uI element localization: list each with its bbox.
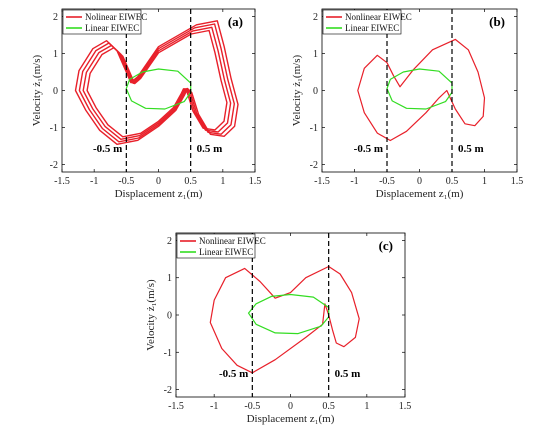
chart-panel-2: -1.5 -1 -0.5 0 0.5 1 1.5 -2 -1 0 1 2 Displacement z₁… [291, 8, 524, 200]
legend-box [322, 9, 402, 35]
legend-label: Linear EIWEC [345, 23, 399, 33]
y-tick-label: -1 [310, 123, 318, 134]
x-tick-label: 1.5 [399, 401, 412, 412]
x-tick-label: 0.5 [184, 176, 197, 187]
x-axis-label: Displacement z₁(m) [115, 188, 203, 200]
threshold-label: 0.5 m [197, 143, 223, 155]
threshold-label: -0.5 m [354, 143, 383, 155]
series-linear [247, 293, 330, 335]
x-tick-label: 1.5 [249, 176, 262, 187]
y-tick-label: -1 [50, 123, 58, 134]
series-line [86, 29, 228, 138]
series-line [74, 20, 239, 145]
legend-label: Nolinear EIWEC [85, 12, 147, 22]
x-tick-label: 0.5 [446, 176, 459, 187]
y-tick-label: 1 [167, 273, 172, 284]
x-tick-label: 0 [156, 176, 161, 187]
series-nonlinear [357, 38, 486, 142]
plot-area [74, 20, 239, 145]
legend-label: Nonlinear EIWEC [345, 12, 412, 22]
x-tick-label: -0.5 [379, 176, 395, 187]
plot-frame [61, 8, 256, 173]
x-tick-label: 1.5 [511, 176, 524, 187]
x-tick-label: -1.5 [168, 401, 184, 412]
x-tick-label: 1 [482, 176, 487, 187]
series-line [357, 38, 486, 142]
y-tick-label: 2 [313, 12, 318, 23]
legend-label: Linear EIWEC [85, 23, 139, 33]
series-linear [125, 68, 192, 110]
legend-label: Nonlinear EIWEC [199, 236, 266, 246]
x-tick-label: -1 [90, 176, 98, 187]
x-tick-label: -0.5 [244, 401, 260, 412]
panel-label: (a) [228, 14, 243, 29]
x-tick-label: 0 [288, 401, 293, 412]
x-tick-label: -1 [210, 401, 218, 412]
y-tick-label: 0 [53, 86, 58, 97]
y-tick-label: 0 [167, 311, 172, 322]
y-tick-label: 0 [313, 86, 318, 97]
series-nonlinear [74, 20, 239, 145]
series-linear [386, 68, 453, 110]
y-tick-label: 1 [53, 49, 58, 60]
y-axis-label: Velocity ż₁(m/s) [291, 54, 303, 126]
y-axis-label: Velocity ż₁(m/s) [31, 54, 43, 126]
x-tick-label: -1.5 [54, 176, 70, 187]
y-tick-label: -2 [164, 385, 172, 396]
threshold-label: -0.5 m [219, 368, 248, 380]
x-tick-label: -1.5 [314, 176, 330, 187]
threshold-label: -0.5 m [93, 143, 122, 155]
x-axis-label: Displacement z₁(m) [247, 413, 335, 425]
panel-label: (b) [489, 14, 505, 29]
y-tick-label: 2 [167, 236, 172, 247]
y-tick-label: 1 [313, 49, 318, 60]
plot-frame [175, 232, 406, 398]
legend-box [62, 9, 142, 35]
x-tick-label: -0.5 [118, 176, 134, 187]
x-axis-label: Displacement z₁(m) [376, 188, 464, 200]
series-line [82, 26, 232, 140]
threshold-label: 0.5 m [335, 368, 361, 380]
plot-area [357, 38, 486, 142]
threshold-label: 0.5 m [458, 143, 484, 155]
y-tick-label: -1 [164, 348, 172, 359]
x-tick-label: 1 [364, 401, 369, 412]
chart-panel-1: -1.5 -1 -0.5 0 0.5 1 1.5 -2 -1 0 1 2 Displacement z₁… [31, 8, 262, 200]
x-tick-label: 0.5 [322, 401, 335, 412]
legend-box [176, 233, 256, 259]
legend-label: Linear EIWEC [199, 247, 253, 257]
series-line [125, 68, 192, 110]
series-line [386, 68, 453, 110]
panel-label: (c) [379, 238, 393, 253]
x-tick-label: -1 [350, 176, 358, 187]
y-tick-label: -2 [310, 160, 318, 171]
x-tick-label: 0 [417, 176, 422, 187]
y-axis-label: Velocity ż₁(m/s) [145, 279, 157, 351]
chart-panel-3: -1.5 -1 -0.5 0 0.5 1 1.5 -2 -1 0 1 2 Displacement z₁… [145, 232, 412, 425]
series-line [247, 293, 330, 335]
series-line [78, 23, 235, 143]
x-tick-label: 1 [220, 176, 225, 187]
y-tick-label: -2 [50, 160, 58, 171]
y-tick-label: 2 [53, 12, 58, 23]
